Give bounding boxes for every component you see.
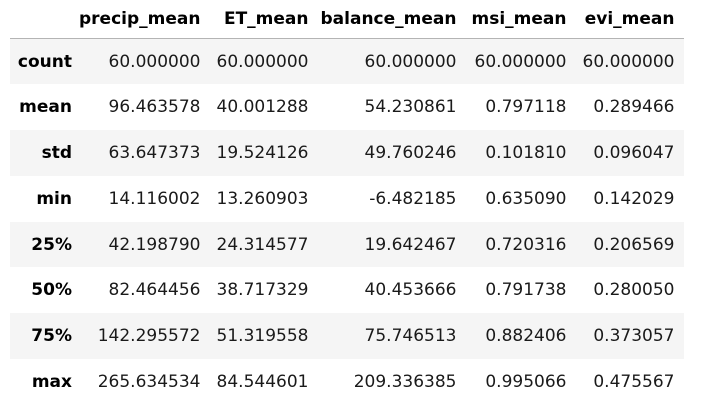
table-cell: 209.336385 bbox=[353, 371, 457, 392]
table-row: mean 96.463578 40.001288 54.230861 0.797118 0… bbox=[10, 84, 685, 131]
table-cell: 0.280050 bbox=[593, 280, 675, 301]
describe-table: precip_mean ET_mean balance_mean msi_mea… bbox=[10, 0, 685, 405]
table-cell: 0.142029 bbox=[593, 188, 675, 209]
table-cell: 51.319558 bbox=[216, 326, 309, 347]
row-index-label: 75% bbox=[31, 326, 72, 347]
table-cell: 13.260903 bbox=[216, 188, 309, 209]
table-cell: 0.791738 bbox=[485, 280, 567, 301]
column-header-msi-mean: msi_mean bbox=[466, 0, 577, 39]
column-header-precip-mean: precip_mean bbox=[79, 0, 211, 39]
column-header-balance-mean: balance_mean bbox=[318, 0, 467, 39]
table-cell: 0.797118 bbox=[485, 97, 567, 118]
table-cell: 42.198790 bbox=[108, 234, 201, 255]
table-header: precip_mean ET_mean balance_mean msi_mea… bbox=[10, 0, 685, 39]
table-row: min 14.116002 13.260903 -6.482185 0.635090 0.… bbox=[10, 175, 685, 222]
row-index-label: std bbox=[41, 142, 72, 163]
table-cell: 38.717329 bbox=[216, 280, 309, 301]
table-cell: 60.000000 bbox=[364, 51, 457, 72]
table-cell: 0.373057 bbox=[593, 326, 675, 347]
table-cell: 40.453666 bbox=[364, 280, 457, 301]
table-cell: 54.230861 bbox=[364, 97, 457, 118]
table-cell: 49.760246 bbox=[364, 142, 457, 163]
table-cell: 14.116002 bbox=[108, 188, 201, 209]
table-row: 25% 42.198790 24.314577 19.642467 0.720316 0.… bbox=[10, 221, 685, 268]
row-index-label: mean bbox=[19, 97, 72, 118]
table-cell: 40.001288 bbox=[216, 97, 309, 118]
table-cell: 60.000000 bbox=[108, 51, 201, 72]
table-cell: 0.882406 bbox=[485, 326, 567, 347]
table-cell: 0.101810 bbox=[485, 142, 567, 163]
table-cell: 63.647373 bbox=[108, 142, 201, 163]
row-index-label: 50% bbox=[31, 280, 72, 301]
row-index-label: min bbox=[36, 188, 72, 209]
table-cell: 0.475567 bbox=[593, 371, 675, 392]
table-row: max 265.634534 84.544601 209.336385 0.995066… bbox=[10, 359, 685, 405]
table-cell: 265.634534 bbox=[97, 371, 201, 392]
table-cell: 60.000000 bbox=[216, 51, 309, 72]
table-row: 75% 142.295572 51.319558 75.746513 0.882406 0… bbox=[10, 313, 685, 360]
table-body: count 60.000000 60.000000 60.000000 60.00000… bbox=[10, 38, 685, 405]
table-cell: 82.464456 bbox=[108, 280, 201, 301]
header-row: precip_mean ET_mean balance_mean msi_mea… bbox=[10, 0, 685, 39]
table-row: count 60.000000 60.000000 60.000000 60.00000… bbox=[10, 38, 685, 85]
row-index-label: 25% bbox=[31, 234, 72, 255]
table-cell: 60.000000 bbox=[474, 51, 567, 72]
row-index-label: max bbox=[31, 371, 72, 392]
table-cell: 0.995066 bbox=[485, 371, 567, 392]
table-cell: 84.544601 bbox=[216, 371, 309, 392]
table-row: 50% 82.464456 38.717329 40.453666 0.791738 0.… bbox=[10, 267, 685, 314]
table-cell: 0.289466 bbox=[593, 97, 675, 118]
table-cell: 0.096047 bbox=[593, 142, 675, 163]
column-header-evi-mean: evi_mean bbox=[576, 0, 685, 39]
table-cell: -6.482185 bbox=[369, 188, 457, 209]
table-row: std 63.647373 19.524126 49.760246 0.101810 0.… bbox=[10, 130, 685, 176]
table-cell: 0.720316 bbox=[485, 234, 567, 255]
column-header-et-mean: ET_mean bbox=[210, 0, 319, 39]
table-cell: 0.206569 bbox=[593, 234, 675, 255]
table-cell: 19.524126 bbox=[216, 142, 309, 163]
index-header-corner bbox=[10, 0, 79, 39]
table-cell: 19.642467 bbox=[364, 234, 457, 255]
table-cell: 142.295572 bbox=[97, 326, 201, 347]
table-cell: 24.314577 bbox=[216, 234, 309, 255]
table-cell: 0.635090 bbox=[485, 188, 567, 209]
table-cell: 60.000000 bbox=[582, 51, 675, 72]
row-index-label: count bbox=[17, 51, 72, 72]
table-cell: 96.463578 bbox=[108, 97, 201, 118]
table-cell: 75.746513 bbox=[364, 326, 457, 347]
